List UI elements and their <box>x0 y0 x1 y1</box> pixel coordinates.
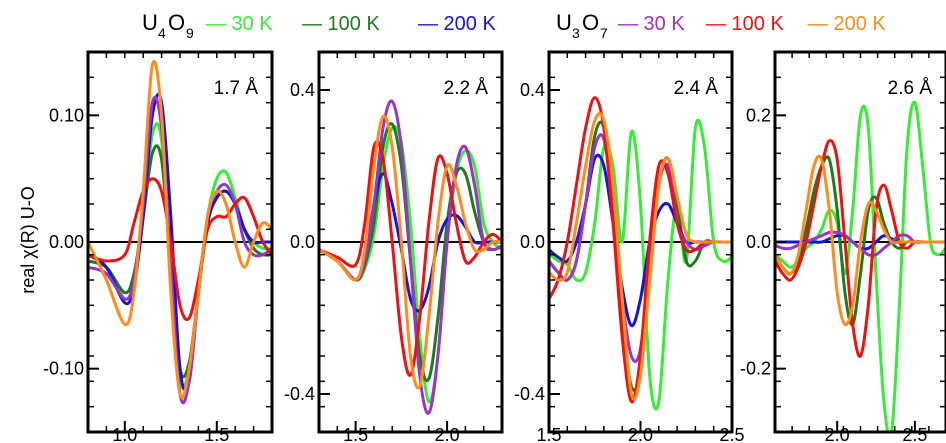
legend-2-compound-base2: O <box>582 10 599 35</box>
panel-1-ytick-label: -0.10 <box>43 359 84 379</box>
panel-1-series-U3O7-100K <box>88 177 272 322</box>
legend-1-entry-30k: — 30 K <box>206 13 273 35</box>
panel-3-xtick-label: 1.5 <box>536 425 561 443</box>
panel-4-ytick-label: 0.0 <box>746 232 771 252</box>
panel-2-series-U3O7-200K <box>319 114 502 390</box>
legend-1-compound-base1: U <box>142 10 158 35</box>
legend-2-compound-sub2: 7 <box>600 25 608 41</box>
panel-2-ytick-label: 0.0 <box>290 232 315 252</box>
legend-group-1: U 4 O 9 — 30 K — 100 K — 200 K <box>142 10 496 41</box>
panel-3-xtick-label: 2.5 <box>719 425 744 443</box>
panel-4-ytick-label: 0.2 <box>746 105 771 125</box>
panel-3-annotation: 2.4 Å <box>674 78 719 99</box>
panel-2-series-U3O7-30K <box>319 99 502 415</box>
panel-4-annotation: 2.6 Å <box>888 78 933 99</box>
panel-3-series-U3O7-200K <box>549 111 732 401</box>
legend-1-compound-sub1: 4 <box>158 25 166 41</box>
legend-1-compound-base2: O <box>168 10 185 35</box>
legend-group-2: U 3 O 7 — 30 K — 100 K — 200 K <box>556 10 886 41</box>
panel-3-series-U3O7-30K <box>549 133 732 363</box>
panel-3: 0.4 0.0 -0.4 1.5 2.0 2.5 2.4 Å <box>514 50 745 443</box>
chart-panels: 0.10 0.00 -0.10 1.0 1.5 1.7 Å 0.4 0.0 -0.4 1.5 2.0… <box>43 50 946 443</box>
panel-3-xtick-label: 2.0 <box>628 425 653 443</box>
panel-2-ytick-label: -0.4 <box>284 384 315 404</box>
legend-1-compound-sub2: 9 <box>186 25 194 41</box>
panel-1-xtick-label: 1.5 <box>204 425 229 443</box>
panel-4-series-U3O7-200K <box>775 154 946 327</box>
legend-2-compound-base1: U <box>556 10 572 35</box>
panel-2-xtick-label: 2.0 <box>435 425 460 443</box>
panel-4: 0.2 0.0 -0.2 2.0 2.5 2.6 Å <box>740 50 946 443</box>
panel-2-xtick-label: 1.5 <box>343 425 368 443</box>
panel-1-series-U3O7-200K <box>88 60 272 400</box>
panel-3-series-U4O9-30K <box>549 118 732 411</box>
legend-2-entry-30k: — 30 K <box>618 13 685 35</box>
panel-2-annotation: 2.2 Å <box>444 78 489 99</box>
panel-4-xtick-label: 2.0 <box>825 425 850 443</box>
legend-2-entry-100k: — 100 K <box>706 13 784 35</box>
legend-1-entry-200k: — 200 K <box>418 13 496 35</box>
panel-1-ytick-label: 0.00 <box>49 232 84 252</box>
legend-1-entry-100k: — 100 K <box>302 13 380 35</box>
panel-2-ytick-label: 0.4 <box>290 80 315 100</box>
panel-3-series-U3O7-100K <box>549 96 732 404</box>
legend-2-entry-200k: — 200 K <box>808 13 886 35</box>
panel-3-ytick-label: -0.4 <box>514 384 545 404</box>
panel-4-series-U4O9-30K <box>775 100 946 432</box>
y-axis-label: real χ(R) U-O <box>18 186 38 293</box>
legend-2-compound-sub1: 3 <box>572 25 580 41</box>
panel-3-ytick-label: 0.0 <box>520 232 545 252</box>
panel-1-xtick-label: 1.0 <box>112 425 137 443</box>
panel-4-ytick-label: -0.2 <box>740 359 771 379</box>
panel-4-xtick-label: 2.5 <box>902 425 927 443</box>
panel-1-annotation: 1.7 Å <box>214 78 259 99</box>
panel-2: 0.4 0.0 -0.4 1.5 2.0 2.2 Å <box>284 50 504 443</box>
panel-2-series-U3O7-100K <box>319 140 502 377</box>
panel-1-series-U4O9-30K <box>88 122 272 390</box>
panel-1-ytick-label: 0.10 <box>49 105 84 125</box>
panel-3-ytick-label: 0.4 <box>520 80 545 100</box>
panel-1: 0.10 0.00 -0.10 1.0 1.5 1.7 Å <box>43 50 274 443</box>
